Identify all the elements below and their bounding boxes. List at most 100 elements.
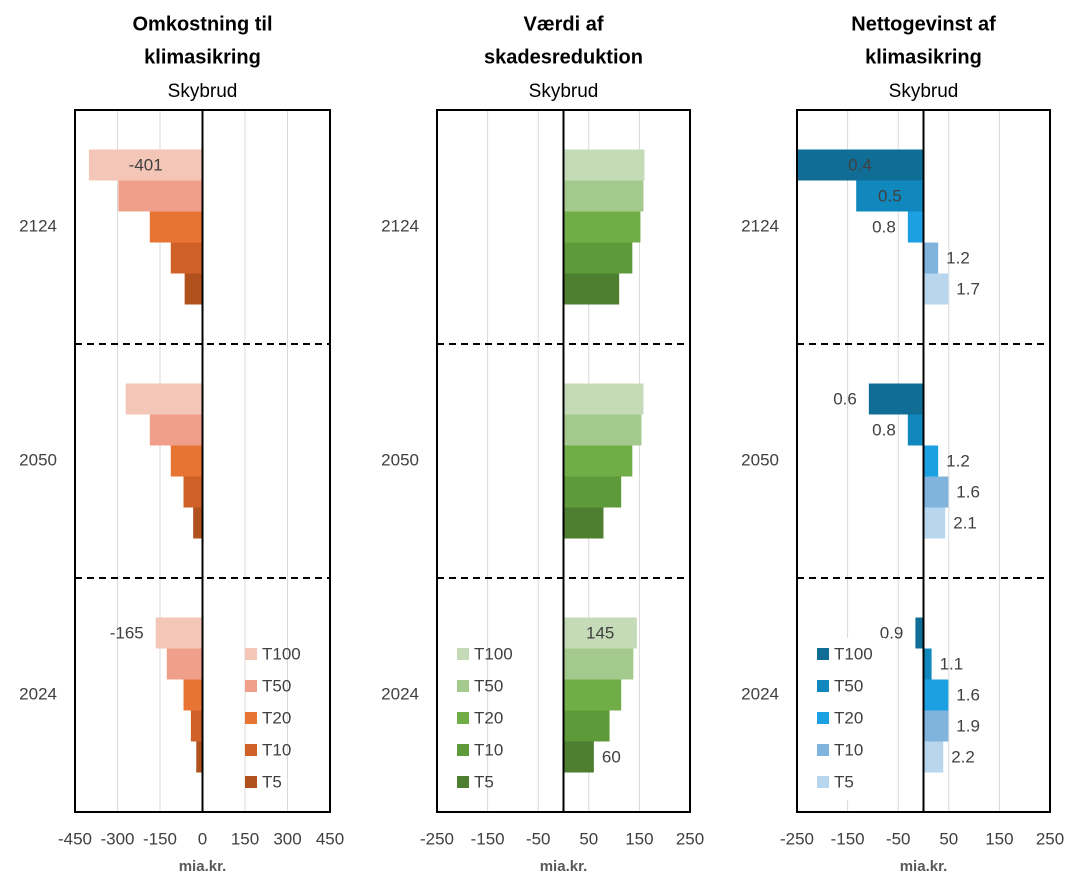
bar: [923, 648, 932, 680]
bar: [923, 445, 939, 477]
legend-label: T50: [834, 676, 863, 695]
legend-swatch: [817, 744, 829, 756]
y-tick-label: 2050: [19, 450, 57, 469]
legend-swatch: [457, 712, 469, 724]
legend-swatch: [457, 776, 469, 788]
data-label: 1.2: [946, 248, 970, 267]
x-tick-label: 300: [273, 829, 301, 848]
data-label: 1.6: [956, 685, 980, 704]
bar: [183, 679, 203, 711]
data-label: 1.9: [956, 716, 980, 735]
bar: [563, 414, 642, 446]
legend-label: T20: [262, 708, 291, 727]
legend-label: T10: [474, 740, 503, 759]
bar: [155, 617, 203, 649]
x-tick-label: 250: [1036, 829, 1064, 848]
y-tick-label: 2050: [381, 450, 419, 469]
x-tick-label: 0: [198, 829, 207, 848]
y-tick-label: 2124: [19, 216, 57, 235]
data-label: 2.2: [951, 747, 975, 766]
x-tick-label: 50: [579, 829, 598, 848]
legend-swatch: [245, 680, 257, 692]
bar: [907, 211, 924, 243]
bar: [796, 149, 924, 181]
bar: [923, 507, 946, 539]
chart-subtitle: Skybrud: [889, 81, 959, 102]
data-label: 0.4: [848, 155, 872, 174]
data-label: -401: [129, 155, 163, 174]
legend-swatch: [817, 680, 829, 692]
bar: [170, 242, 203, 274]
bar: [125, 383, 203, 415]
x-tick-label: -150: [143, 829, 177, 848]
x-tick-label: -300: [100, 829, 134, 848]
bar: [149, 414, 203, 446]
data-label: 1.1: [940, 654, 964, 673]
bar: [563, 648, 634, 680]
bar: [166, 648, 203, 680]
data-label: 0.8: [872, 217, 896, 236]
bar: [563, 211, 641, 243]
bar: [193, 507, 203, 539]
x-tick-label: 50: [939, 829, 958, 848]
chart-subtitle: Skybrud: [529, 81, 599, 102]
legend-swatch: [457, 648, 469, 660]
x-tick-label: 150: [625, 829, 653, 848]
x-tick-label: 250: [676, 829, 704, 848]
data-label: 0.5: [878, 186, 902, 205]
x-tick-label: -50: [526, 829, 551, 848]
data-label: 1.6: [956, 482, 980, 501]
bar: [563, 383, 644, 415]
legend-label: T100: [474, 644, 513, 663]
bar: [88, 149, 203, 181]
bar: [923, 242, 939, 274]
legend-label: T5: [474, 772, 494, 791]
y-tick-label: 2124: [381, 216, 419, 235]
chart-title: klimasikring: [865, 46, 982, 68]
y-tick-label: 2024: [19, 684, 57, 703]
legend-label: T50: [474, 676, 503, 695]
x-tick-label: -150: [471, 829, 505, 848]
chart-title: skadesreduktion: [484, 46, 643, 68]
legend-label: T10: [834, 740, 863, 759]
bar: [923, 741, 944, 773]
bar: [868, 383, 924, 415]
legend-swatch: [245, 712, 257, 724]
bar: [196, 741, 203, 773]
x-tick-label: -50: [886, 829, 911, 848]
legend-box: [799, 638, 885, 800]
chart-subtitle: Skybrud: [168, 81, 238, 102]
bar: [563, 741, 594, 773]
data-label: 2.1: [953, 513, 977, 532]
data-label: 0.6: [833, 389, 857, 408]
bar: [184, 273, 203, 305]
data-label: 145: [586, 623, 614, 642]
bar: [923, 476, 949, 508]
bar: [190, 710, 203, 742]
x-tick-label: 450: [316, 829, 344, 848]
legend-label: T5: [262, 772, 282, 791]
bar: [856, 180, 924, 212]
chart-title: Nettogevinst af: [851, 13, 996, 35]
x-tick-label: -150: [831, 829, 865, 848]
plot-frame: [796, 109, 1051, 813]
y-tick-label: 2024: [381, 684, 419, 703]
x-tick-label: 150: [985, 829, 1013, 848]
legend-swatch: [817, 712, 829, 724]
chart-title: klimasikring: [144, 46, 261, 68]
y-tick-label: 2050: [741, 450, 779, 469]
plot-frame: [436, 109, 691, 813]
bar: [563, 476, 622, 508]
bar: [923, 679, 949, 711]
x-tick-label: -250: [780, 829, 814, 848]
legend-swatch: [457, 680, 469, 692]
bar: [915, 617, 924, 649]
data-label: -165: [110, 623, 144, 642]
y-tick-label: 2024: [741, 684, 779, 703]
x-axis-label: mia.kr.: [540, 858, 588, 875]
bar: [183, 476, 203, 508]
legend-label: T20: [474, 708, 503, 727]
legend-swatch: [817, 648, 829, 660]
x-tick-label: -450: [58, 829, 92, 848]
